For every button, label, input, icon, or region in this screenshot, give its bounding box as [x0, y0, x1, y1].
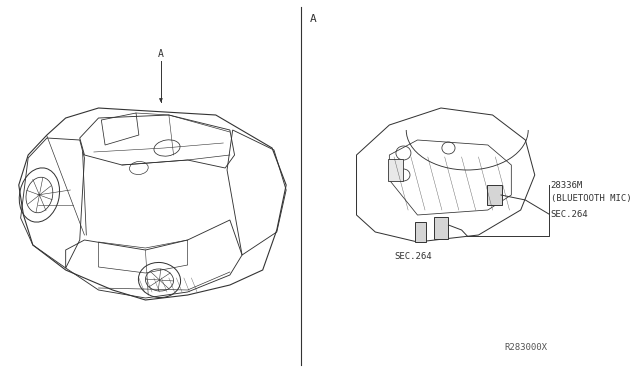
FancyBboxPatch shape	[487, 185, 502, 205]
Text: SEC.264: SEC.264	[394, 252, 431, 261]
Text: 28336M: 28336M	[551, 180, 583, 189]
Text: (BLUETOOTH MIC): (BLUETOOTH MIC)	[551, 193, 631, 202]
Text: A: A	[158, 49, 164, 59]
FancyBboxPatch shape	[435, 217, 447, 239]
Text: R283000X: R283000X	[504, 343, 547, 352]
FancyBboxPatch shape	[415, 222, 426, 242]
Text: A: A	[310, 14, 317, 24]
Text: SEC.264: SEC.264	[551, 209, 588, 218]
FancyBboxPatch shape	[388, 159, 403, 181]
